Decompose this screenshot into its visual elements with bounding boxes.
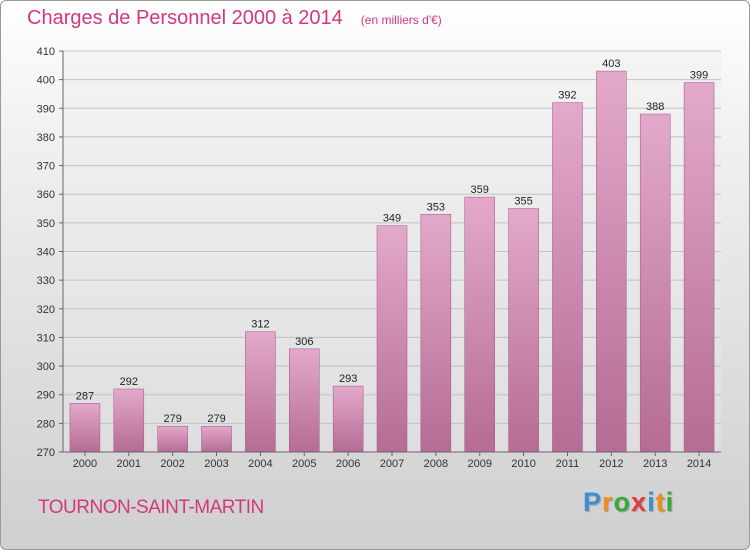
y-tick-label: 340 — [37, 247, 55, 259]
x-tick-label: 2000 — [73, 458, 97, 470]
value-label: 312 — [251, 319, 269, 331]
y-axis-ticks: 270 280 290 300 310 320 330 340 350 360 370 380 390 4… — [37, 46, 63, 459]
bar-2011 — [552, 102, 583, 453]
value-label: 399 — [690, 70, 708, 82]
proxiti-logo: Proxiti — [583, 487, 674, 518]
bar-2004 — [245, 331, 276, 453]
x-tick-label: 2004 — [248, 458, 272, 470]
x-tick-label: 2011 — [556, 458, 580, 470]
bar-2005 — [289, 348, 320, 453]
logo-letter: t — [655, 487, 666, 517]
y-tick-label: 300 — [37, 361, 55, 373]
logo-letter: P — [583, 487, 603, 517]
bar-2000 — [69, 403, 101, 453]
value-labels: 287 292 279 279 312 306 293 349 353 359 355 392 403 3… — [76, 58, 708, 425]
y-tick-label: 380 — [37, 132, 55, 144]
x-tick-label: 2012 — [599, 458, 623, 470]
value-label: 292 — [120, 376, 138, 388]
bar-2008 — [420, 214, 452, 453]
x-tick-label: 2005 — [292, 458, 316, 470]
value-label: 355 — [514, 196, 532, 208]
logo-letter: i — [647, 487, 656, 517]
chart-subtitle: (en milliers d'€) — [360, 13, 442, 27]
y-tick-label: 390 — [37, 103, 55, 115]
x-axis-ticks: 2000 2001 2002 2003 2004 2005 2006 2007 2008 2009… — [73, 452, 711, 470]
y-tick-label: 280 — [37, 418, 55, 430]
x-tick-label: 2002 — [160, 458, 184, 470]
x-tick-label: 2014 — [687, 458, 711, 470]
value-label: 349 — [383, 213, 401, 225]
value-label: 287 — [76, 390, 94, 402]
bar-2003 — [201, 425, 232, 453]
bar-2013 — [639, 113, 671, 453]
y-tick-label: 270 — [37, 447, 55, 459]
y-tick-label: 320 — [37, 304, 55, 316]
x-tick-label: 2008 — [424, 458, 448, 470]
value-label: 306 — [295, 336, 313, 348]
logo-letter: x — [631, 487, 648, 517]
y-tick-label: 370 — [37, 161, 55, 173]
chart-title: Charges de Personnel 2000 à 2014 — [27, 7, 343, 29]
x-tick-label: 2010 — [511, 458, 535, 470]
value-label: 359 — [471, 184, 489, 196]
y-tick-label: 400 — [37, 75, 55, 87]
x-tick-label: 2001 — [117, 458, 141, 470]
y-tick-label: 350 — [37, 218, 55, 230]
x-tick-label: 2003 — [204, 458, 228, 470]
x-tick-label: 2013 — [643, 458, 667, 470]
y-tick-label: 360 — [37, 189, 55, 201]
value-label: 392 — [558, 90, 576, 102]
x-tick-label: 2006 — [336, 458, 360, 470]
value-label: 279 — [163, 413, 181, 425]
bar-2014 — [683, 82, 715, 453]
value-label: 279 — [207, 413, 225, 425]
bar-2001 — [113, 388, 145, 453]
y-tick-label: 410 — [37, 46, 55, 58]
value-label: 403 — [602, 58, 620, 70]
y-tick-label: 310 — [37, 332, 55, 344]
bar-2009 — [464, 196, 495, 453]
logo-letter: o — [613, 487, 632, 517]
bars — [69, 70, 715, 453]
bar-2012 — [596, 70, 627, 453]
value-label: 353 — [427, 201, 445, 213]
x-tick-label: 2007 — [380, 458, 404, 470]
y-tick-label: 330 — [37, 275, 55, 287]
title-row: Charges de Personnel 2000 à 2014 (en mil… — [27, 7, 442, 30]
value-label: 388 — [646, 101, 664, 113]
y-tick-label: 290 — [37, 390, 55, 402]
bar-2006 — [332, 385, 364, 453]
x-tick-label: 2009 — [467, 458, 491, 470]
commune-name: TOURNON-SAINT-MARTIN — [38, 497, 264, 518]
bar-2010 — [508, 208, 539, 453]
logo-letter: i — [665, 487, 675, 517]
value-label: 293 — [339, 373, 357, 385]
bar-2002 — [157, 425, 188, 453]
logo-letter: r — [602, 487, 614, 517]
bar-2007 — [376, 225, 408, 453]
